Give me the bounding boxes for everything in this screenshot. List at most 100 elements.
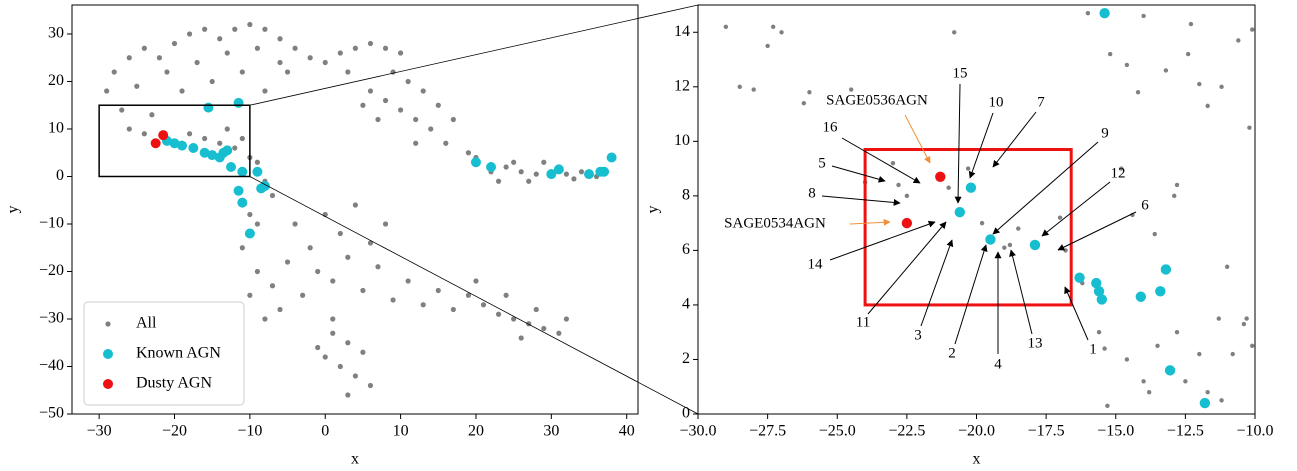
point (1247, 125, 1252, 130)
point (252, 166, 263, 177)
point (1093, 286, 1105, 297)
point (382, 97, 389, 104)
annotation-arrow (841, 137, 921, 184)
y-tick-label: 12 (674, 77, 690, 94)
annotation: 5 (818, 155, 826, 171)
point (158, 130, 169, 141)
point (397, 107, 404, 113)
annotation-arrow (831, 165, 886, 183)
x-tick-label: −30 (87, 423, 112, 440)
annotation: 6 (1141, 197, 1149, 213)
point (896, 182, 901, 188)
point (1124, 62, 1130, 68)
point (352, 202, 358, 208)
point (232, 145, 238, 151)
point (563, 171, 570, 177)
x-tick-label: −22.5 (888, 423, 925, 440)
y-tick-label: 0 (56, 167, 64, 184)
point (360, 102, 366, 108)
annotation-arrow (904, 114, 931, 164)
point (985, 234, 996, 245)
point (337, 230, 343, 237)
point (1135, 90, 1141, 95)
point (1219, 84, 1224, 90)
point (1063, 248, 1068, 253)
point (807, 90, 812, 95)
y-tick-label: 14 (674, 23, 690, 40)
point (345, 392, 351, 398)
point (511, 316, 517, 322)
point (217, 36, 223, 42)
point (779, 30, 784, 35)
y-tick-label: −50 (39, 405, 64, 422)
annotation: 14 (808, 256, 824, 272)
point (322, 354, 328, 360)
point (352, 45, 358, 51)
point (104, 88, 110, 94)
point (247, 211, 253, 218)
annotation-arrow (849, 218, 891, 226)
point (367, 40, 374, 47)
point (435, 287, 441, 294)
point (435, 102, 441, 108)
y-tick-label: 30 (48, 25, 64, 42)
annotation: 7 (1037, 94, 1045, 110)
annotation: 2 (948, 345, 956, 361)
annotation: 8 (808, 185, 816, 201)
point (375, 264, 381, 270)
axes-frame (71, 4, 639, 415)
point (723, 24, 729, 30)
point (503, 292, 509, 298)
annotation: 3 (914, 327, 922, 343)
point (1029, 239, 1041, 251)
point (345, 254, 351, 260)
point (277, 36, 283, 42)
point (111, 69, 117, 75)
legend: All Known AGN Dusty AGN (83, 301, 245, 406)
point (254, 45, 261, 51)
point (1091, 277, 1102, 289)
point (307, 245, 313, 251)
point (330, 278, 336, 284)
point (126, 126, 132, 132)
annotation: 13 (1028, 335, 1043, 351)
legend-marker (103, 379, 113, 389)
legend-label: All (136, 315, 157, 332)
x-tick-label: 30 (543, 423, 559, 440)
annotation-arrow (1064, 286, 1089, 341)
y-tick-label: 0 (682, 405, 690, 422)
x-axis-label: x (351, 451, 359, 468)
point (1236, 38, 1241, 43)
point (1199, 397, 1211, 409)
point (262, 26, 268, 32)
point (979, 220, 985, 226)
point (352, 373, 358, 379)
y-tick-label: −10 (39, 215, 64, 232)
point (1205, 389, 1210, 395)
point (1163, 68, 1169, 73)
point (150, 138, 161, 149)
point (1160, 264, 1172, 275)
zoom-connector (249, 4, 699, 106)
point (553, 164, 564, 175)
point (1141, 13, 1146, 19)
point (345, 69, 351, 75)
y-tick-label: 10 (48, 120, 64, 137)
annotation-arrow (920, 239, 954, 327)
point (571, 176, 577, 182)
point (770, 24, 776, 30)
point (405, 78, 411, 85)
point (443, 140, 449, 146)
x-tick-label: −27.5 (749, 423, 786, 440)
point (1085, 10, 1091, 16)
point (247, 21, 253, 28)
zoom-box (98, 104, 251, 178)
point (495, 311, 502, 317)
point (1188, 21, 1194, 27)
x-tick-label: −30.0 (679, 423, 716, 440)
point (330, 330, 336, 336)
point (473, 278, 479, 284)
point (1185, 51, 1191, 57)
x-tick-label: −25.0 (819, 423, 856, 440)
